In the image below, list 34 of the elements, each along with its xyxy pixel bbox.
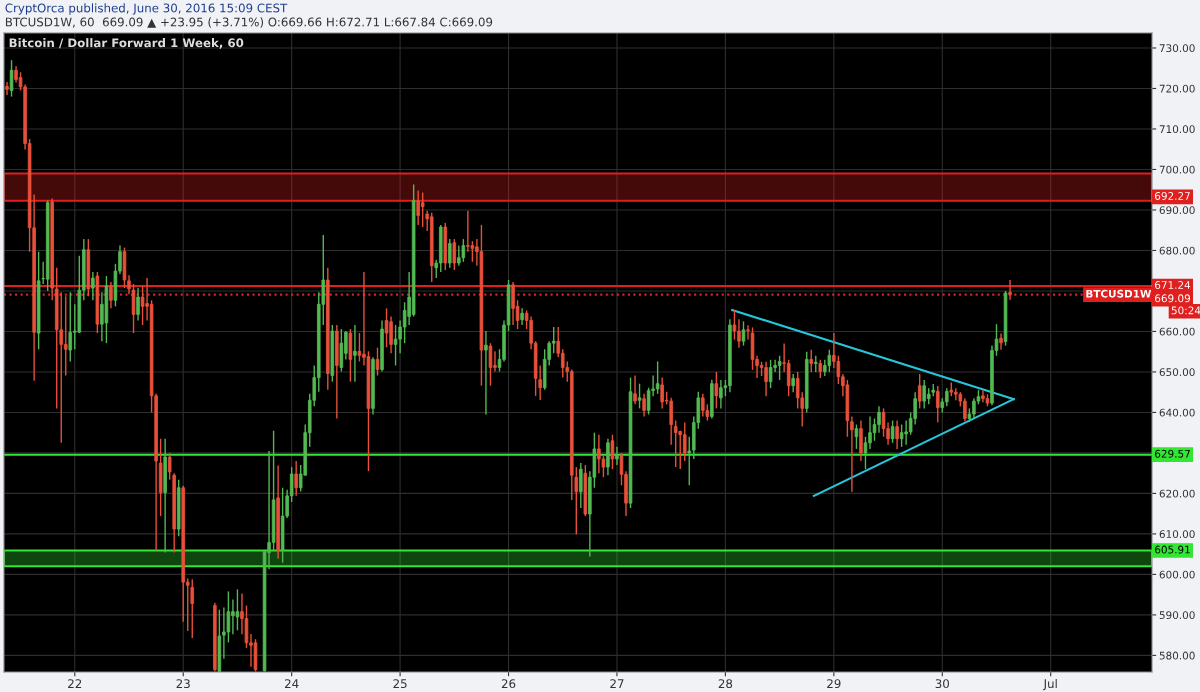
- x-tick-label: 26: [501, 679, 516, 689]
- x-tick-label: 22: [68, 679, 82, 688]
- y-tick-label: 660.00: [1159, 327, 1195, 336]
- ref-line-label: 669.09: [1155, 294, 1191, 303]
- text: 50:24: [1171, 306, 1200, 315]
- x-tick-label: Jul: [1042, 678, 1057, 691]
- band-label: 692.27: [1155, 192, 1190, 200]
- x-tick-label: 30: [935, 679, 950, 689]
- y-tick-label: 590.00: [1159, 611, 1195, 620]
- y-tick-label: 680.00: [1159, 246, 1195, 255]
- y-tick-label: 620.00: [1159, 489, 1195, 498]
- y-tick-label: 640.00: [1159, 408, 1195, 417]
- y-tick-label: 600.00: [1159, 570, 1195, 579]
- chart-title: Bitcoin / Dollar Forward 1 Week, 60: [9, 38, 244, 49]
- y-tick-label: 700.00: [1159, 165, 1195, 174]
- ref-line-label: 629.57: [1155, 449, 1190, 458]
- y-tick-label: 610.00: [1159, 530, 1195, 539]
- y-tick-label: 580.00: [1159, 651, 1195, 660]
- x-tick-label: 28: [718, 679, 733, 689]
- y-tick-label: 650.00: [1159, 368, 1195, 377]
- text: BTCUSD1W, 60 669.09 ▲ +23.95 (+3.71%) O:669.66 H:672.71 L:667.84 C:669.09: [5, 17, 493, 28]
- y-tick-label: 690.00: [1159, 206, 1195, 215]
- x-tick-label: 27: [610, 679, 624, 688]
- x-tick-label: 23: [176, 679, 190, 689]
- y-tick-label: 710.00: [1159, 125, 1195, 134]
- ref-line-label: 671.24: [1155, 281, 1191, 289]
- x-tick-label: 24: [285, 679, 299, 688]
- y-tick-label: 730.00: [1159, 44, 1195, 53]
- text: CryptOrca published, June 30, 2016 15:09 CEST: [5, 3, 288, 15]
- y-tick-label: 720.00: [1159, 84, 1195, 93]
- band-label: 605.91: [1155, 545, 1190, 554]
- annotation: BTCUSD1W: [1086, 289, 1152, 298]
- x-tick-label: 25: [393, 679, 407, 689]
- x-tick-label: 29: [827, 679, 841, 689]
